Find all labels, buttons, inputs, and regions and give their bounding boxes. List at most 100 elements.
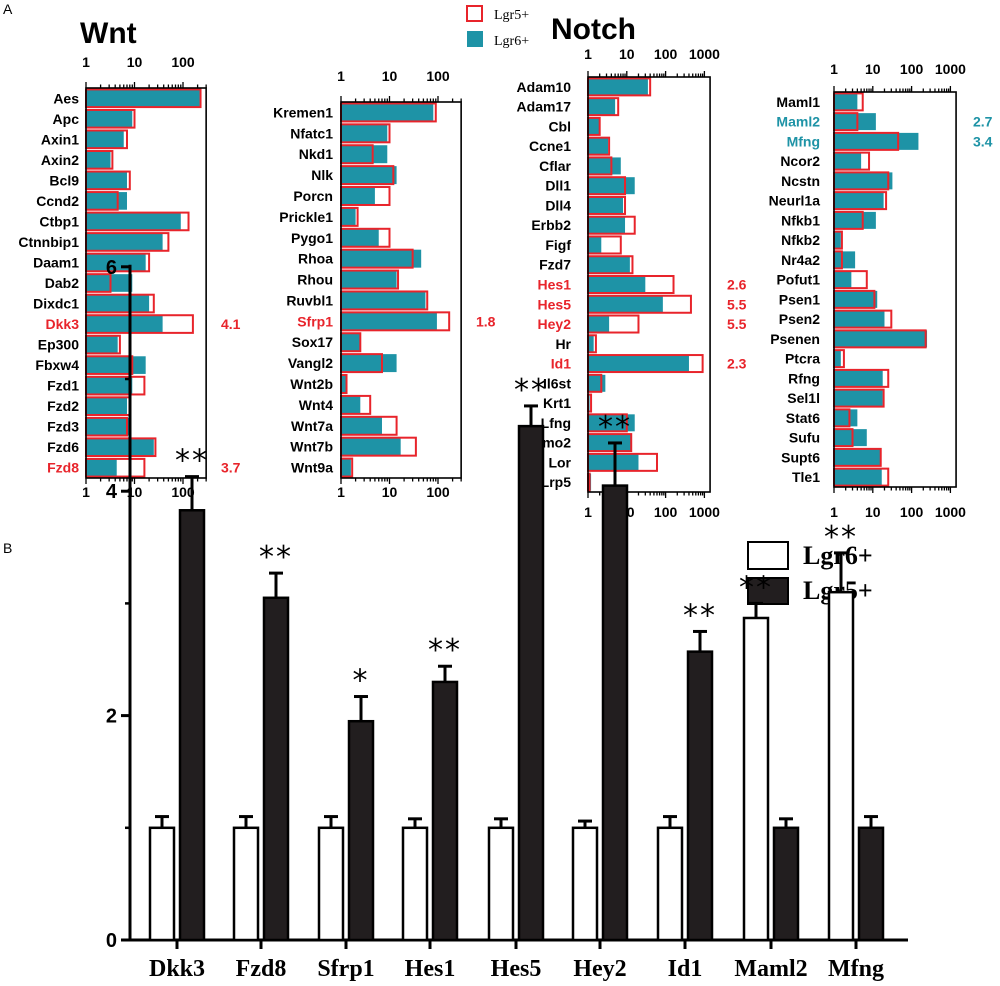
tick-label-top: 10: [382, 68, 398, 84]
gene-label: Nr4a2: [781, 252, 820, 268]
gene-row: Lfng: [541, 413, 635, 433]
gene-label: Il6st: [543, 375, 571, 391]
bar-lgr6: [341, 207, 356, 226]
gene-label: Fzd1: [47, 378, 79, 394]
legend-b: Lgr6+ Lgr5+: [747, 541, 873, 605]
gene-label: Dll1: [545, 178, 571, 194]
gene-label: Aes: [53, 90, 79, 106]
tick-label-bottom: 1: [82, 484, 90, 500]
panel-a-charts: Aes Apc Axin1 Axin2 Bcl9 Ccnd2 Ctbp1 Ctnnbip1 Da…: [18, 46, 992, 520]
bar-lgr6: [834, 251, 856, 269]
gene-row: Lrp5: [541, 472, 592, 492]
gene-label: Nfkb2: [781, 232, 820, 248]
tick-label-bottom: 10: [382, 484, 398, 500]
gene-label: Wnt7b: [290, 439, 333, 455]
tick-label-bottom: 1: [830, 504, 838, 520]
tick-label-bottom: 1: [584, 504, 592, 520]
tick-label-top: 1000: [689, 46, 720, 62]
gene-row: Hr: [555, 334, 597, 354]
gene-row: Nr4a2: [781, 250, 856, 270]
bar-lgr5: [262, 596, 290, 942]
bar-lgr6: [588, 157, 621, 175]
gene-label: Adam17: [517, 99, 572, 115]
tick-label-top: 10: [619, 46, 635, 62]
plot-frame: [587, 76, 711, 493]
tick-label-bottom: 100: [654, 504, 678, 520]
bar-lgr5: [857, 826, 885, 942]
bar-lgr6: [834, 113, 876, 131]
category-group: ** Id1: [656, 598, 717, 982]
gene-label: Wnt9a: [291, 460, 333, 476]
bar-lgr6: [341, 187, 375, 205]
bar-lgr6: [341, 312, 437, 331]
category-label: Id1: [668, 956, 703, 982]
tick-label-bottom: 1000: [935, 504, 966, 520]
bar-lgr6: [86, 130, 124, 149]
bar-lgr6: [341, 458, 351, 477]
gene-label: Sox17: [292, 334, 333, 350]
wnt-title: Wnt: [80, 17, 137, 50]
gene-label: Ctnnbip1: [18, 234, 79, 250]
significance-marker: **: [428, 633, 462, 668]
significance-marker: **: [739, 570, 773, 605]
gene-chart-3: Adam10 Adam17 Cbl Ccne1 Cflar Dll1 Dll4 Erbb2 Fi…: [517, 46, 747, 520]
gene-label: Lrp5: [541, 474, 572, 490]
gene-label: Axin2: [41, 152, 79, 168]
bar-lgr6: [341, 416, 382, 435]
gene-label: Ruvbl1: [286, 292, 333, 308]
bar-lgr6: [588, 117, 600, 135]
significance-marker: **: [683, 598, 717, 633]
category-group: ** Hey2: [571, 410, 630, 982]
bar-lgr6: [588, 335, 594, 353]
gene-row: Fzd8 3.7: [47, 457, 241, 478]
gene-row: Krt1: [543, 393, 593, 413]
gene-label: Hr: [555, 336, 571, 352]
gene-row: Sel1l: [787, 388, 885, 408]
gene-row: Adam10: [517, 77, 652, 97]
gene-row: Axin1: [41, 129, 128, 150]
significance-marker: **: [514, 373, 548, 408]
category-group: ** Mfng: [824, 520, 885, 982]
tick-label-top: 1: [584, 46, 592, 62]
bar-lgr6: [86, 151, 111, 169]
bar-lgr6: [588, 276, 646, 293]
gene-row: Dab2: [45, 273, 133, 293]
gene-label: Cbl: [548, 118, 571, 134]
bar-lgr6: [834, 409, 858, 427]
gene-row: Dkk3 4.1: [46, 314, 241, 334]
legend-a: Lgr5+ Lgr6+: [466, 5, 529, 49]
gene-label: Bcl9: [49, 172, 79, 188]
bar-lgr6: [341, 375, 347, 393]
category-label: Maml2: [734, 956, 807, 982]
significance-marker: **: [175, 444, 209, 479]
gene-row: Supt6: [781, 447, 882, 467]
gene-label: Rfng: [788, 370, 820, 386]
legend-a-lgr6-label: Lgr6+: [494, 34, 529, 49]
bar-lgr6: [86, 274, 133, 292]
bar-lgr6: [834, 330, 928, 348]
bar-lgr6: [827, 590, 855, 942]
gene-row: Bcl9: [49, 170, 131, 191]
tick-label-top: 1: [337, 68, 345, 84]
gene-label: Rhoa: [298, 251, 333, 267]
gene-label: Nfatc1: [290, 125, 333, 141]
bar-lgr6: [834, 211, 876, 229]
gene-row: Aes: [53, 88, 202, 109]
bar-lgr6: [834, 172, 893, 190]
bar-lgr6: [86, 233, 163, 251]
bar-lgr6: [588, 137, 609, 155]
tick-label-bottom: 1: [337, 484, 345, 500]
gene-label: Dll4: [545, 197, 571, 213]
gene-row: Dll4: [545, 195, 627, 215]
bar-lgr6: [588, 78, 648, 96]
fold-change-label: 5.5: [727, 316, 747, 332]
bar-lgr6: [86, 458, 117, 477]
bar-lgr6: [86, 89, 200, 108]
gene-label: Figf: [545, 237, 571, 253]
category-group: ** Hes5: [487, 373, 548, 982]
gene-label: Fzd2: [47, 398, 79, 414]
tick-label-top: 100: [900, 61, 924, 77]
gene-row: Psen1: [779, 289, 878, 309]
gene-row: Ctnnbip1: [18, 232, 170, 252]
gene-label: Dkk3: [46, 316, 80, 332]
